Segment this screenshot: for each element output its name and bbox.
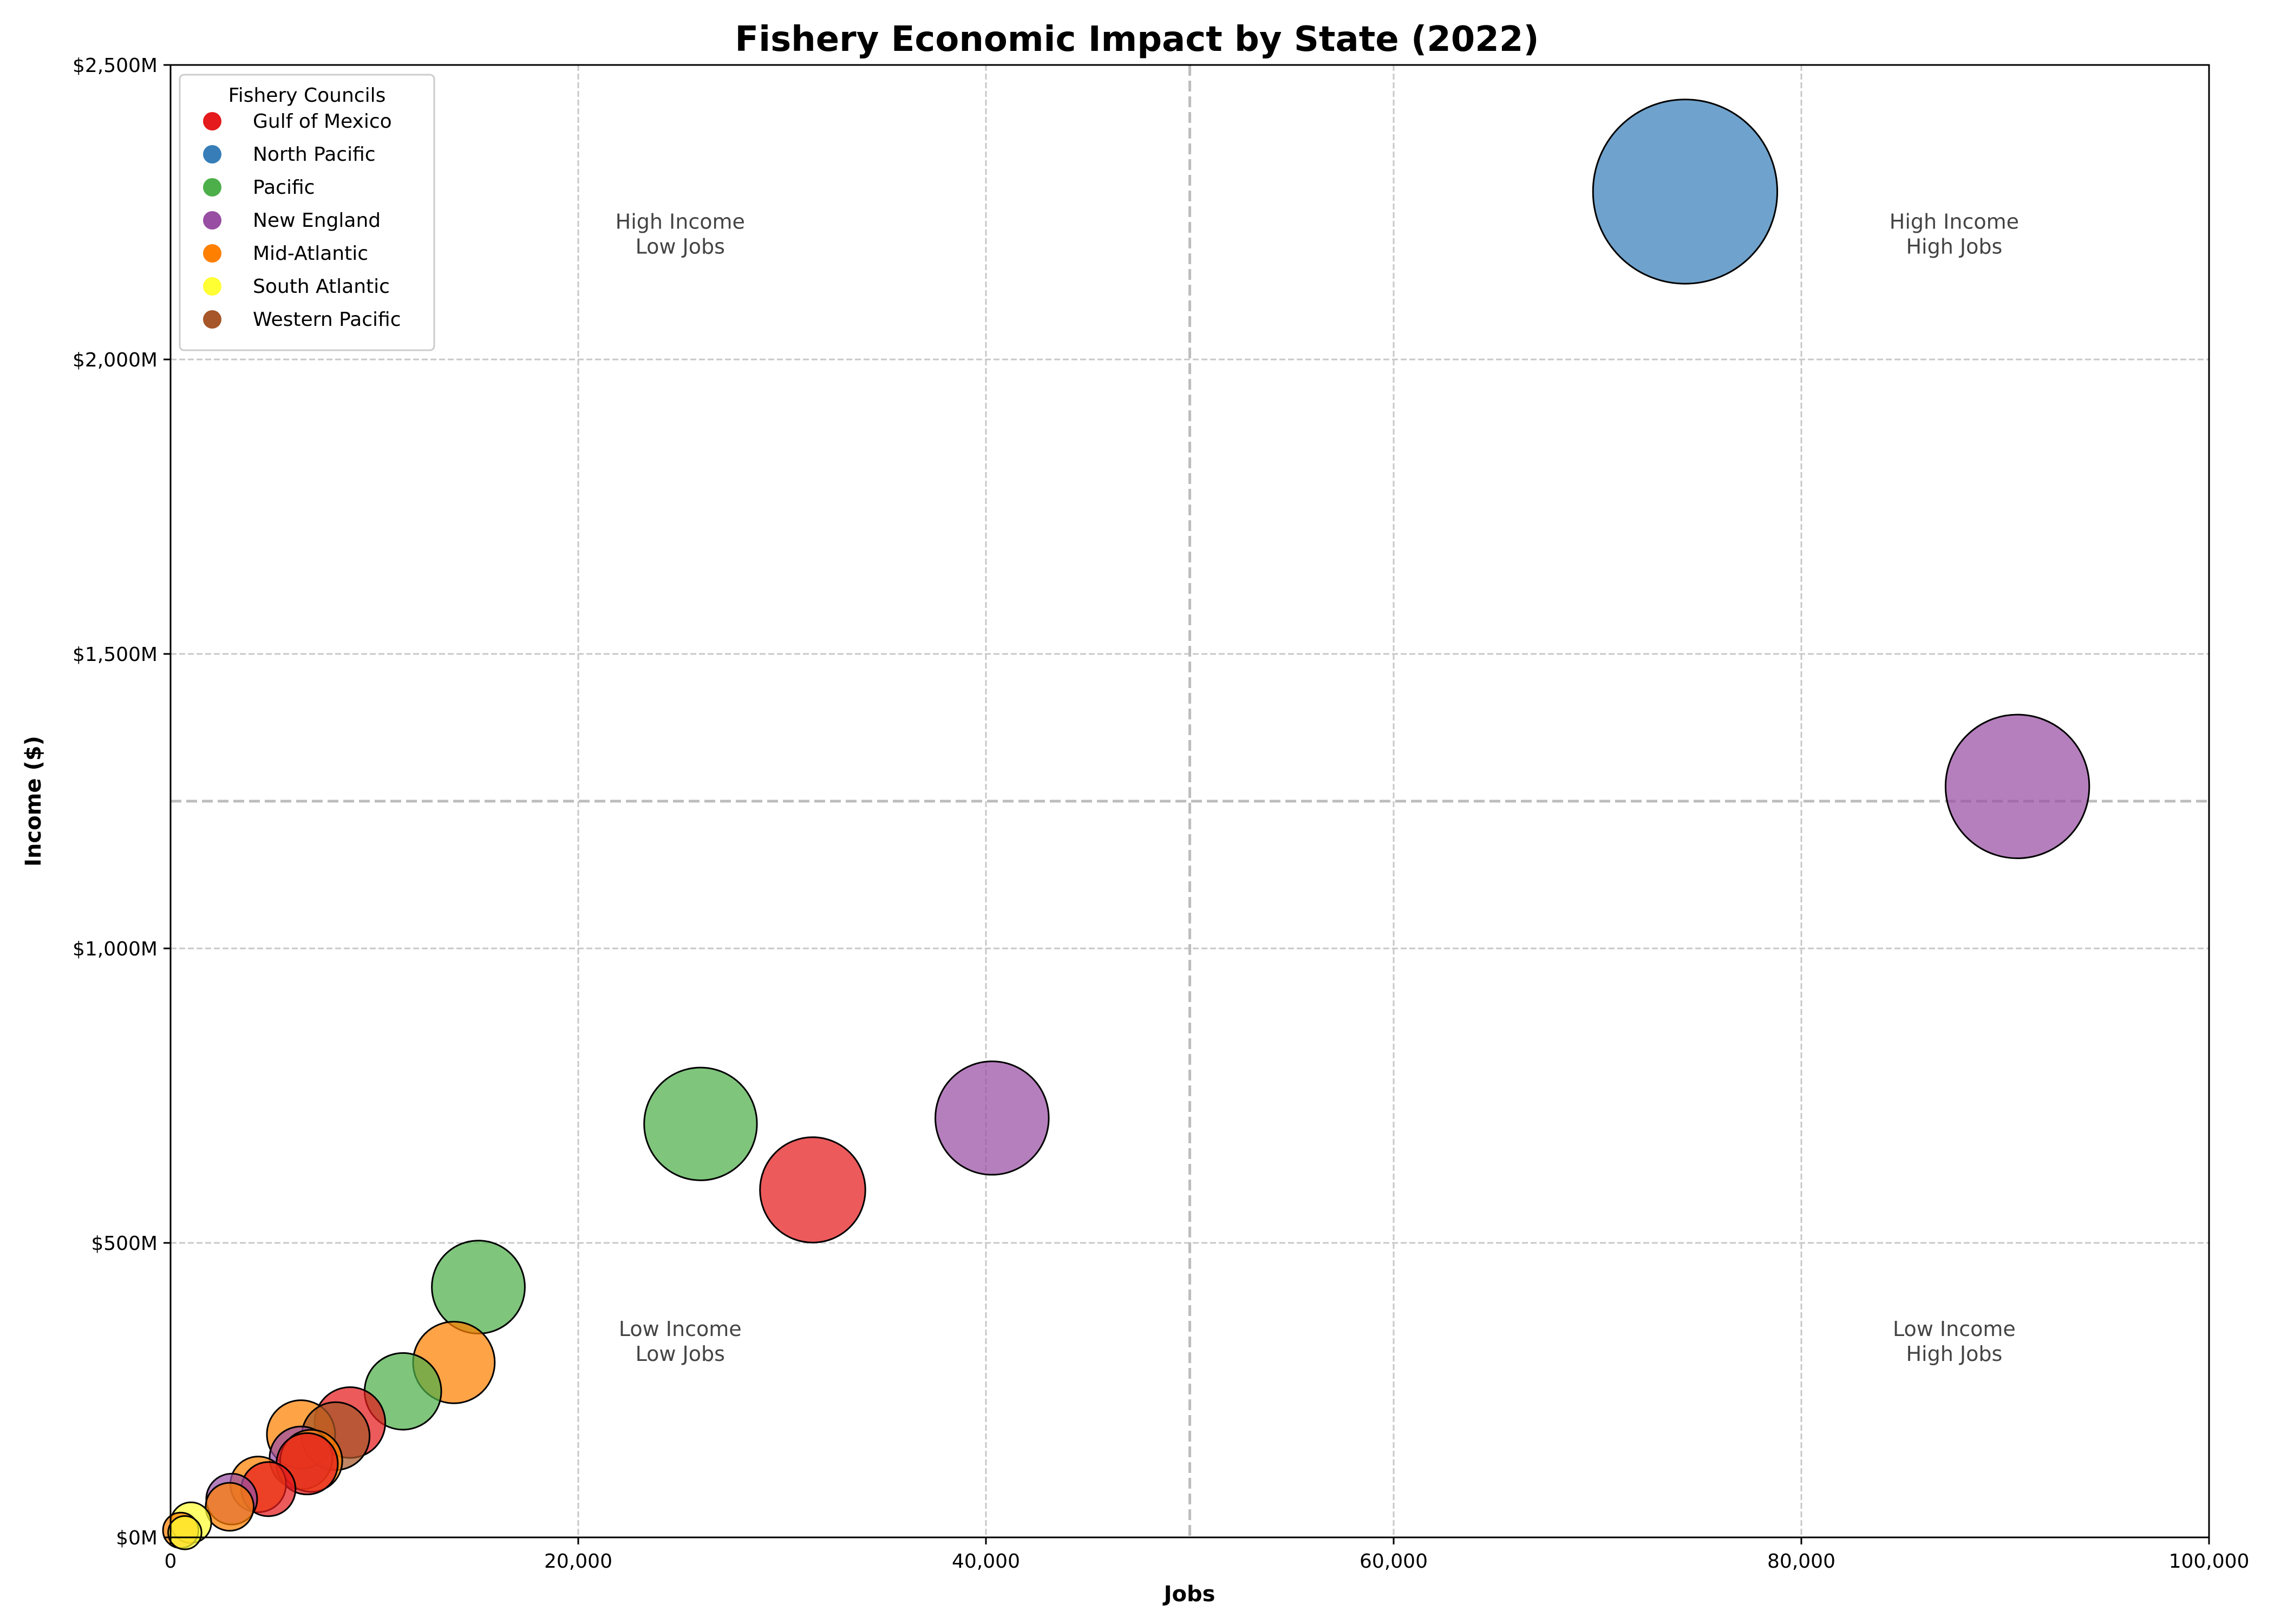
quadrant-label: High Income High Jobs [1890,209,2019,258]
quadrant-label: Low Income High Jobs [1893,1317,2016,1366]
quadrant-labels: High Income Low Jobs High Income High Jobs L… [616,209,2019,1365]
x-tick-label: 20,000 [544,1550,612,1573]
y-tick-label: $1,000M [73,938,158,960]
y-tick-label: $0M [116,1527,158,1549]
legend-marker [203,211,221,230]
y-tick-label: $2,000M [73,349,158,371]
legend-label: New England [253,209,381,232]
legend-label: North Pacific [253,143,376,166]
data-points [162,99,2090,1550]
y-axis-label: Income ($) [21,736,46,867]
x-tick-label: 100,000 [2169,1550,2250,1573]
legend-box [179,74,435,351]
data-point [1944,713,2090,859]
legend-title: Fishery Councils [228,84,386,107]
data-point [205,1482,255,1532]
data-point [167,1515,202,1550]
plot-frame [169,64,2210,1538]
data-point [1592,99,1779,285]
legend-marker [203,244,221,263]
x-tick-label: 0 [165,1550,177,1573]
x-axis-ticks: 0 20,000 40,000 60,000 80,000 100,000 [165,1537,2250,1573]
y-axis-ticks: $0M $500M $1,000M $1,500M $2,000M $2,500M [73,55,171,1549]
legend-label: Gulf of Mexico [253,110,392,133]
legend-label: Western Pacific [253,309,401,331]
legend-label: South Atlantic [253,276,390,298]
quadrant-label: High Income Low Jobs [616,209,745,258]
x-tick-label: 60,000 [1360,1550,1428,1573]
x-axis-label: Jobs [1162,1582,1216,1607]
legend-marker [203,277,221,296]
legend: Fishery Councils Gulf of Mexico North Paci… [179,74,435,351]
x-tick-label: 40,000 [952,1550,1020,1573]
legend-marker [203,145,221,163]
chart-title: Fishery Economic Impact by State (2022) [735,19,1539,60]
reference-lines [171,65,2209,1537]
data-point [759,1136,866,1243]
legend-marker [203,310,221,329]
y-tick-label: $2,500M [73,55,158,77]
legend-label: Pacific [253,176,315,199]
legend-marker [203,178,221,197]
y-tick-label: $1,500M [73,644,158,666]
quadrant-label: Low Income Low Jobs [619,1317,742,1366]
legend-marker [203,112,221,130]
x-tick-label: 80,000 [1767,1550,1835,1573]
data-point [431,1240,526,1335]
y-tick-label: $500M [91,1233,158,1255]
data-point [935,1060,1050,1176]
data-point [643,1066,758,1181]
legend-label: Mid-Atlantic [253,243,368,265]
